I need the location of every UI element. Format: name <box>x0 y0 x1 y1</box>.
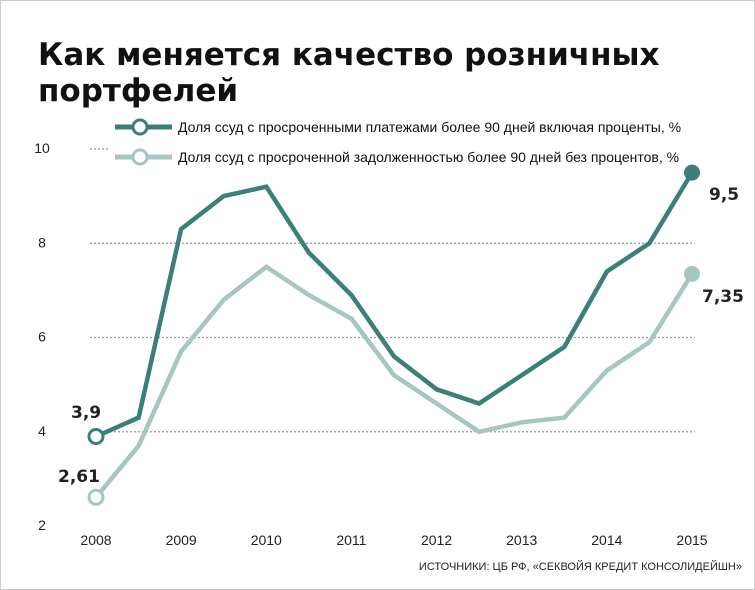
legend-label-series2: Доля ссуд с просроченной задолженностью … <box>178 149 679 165</box>
x-tick-label: 2008 <box>80 532 111 548</box>
x-tick-label: 2012 <box>421 532 452 548</box>
x-tick-label: 2015 <box>676 532 707 548</box>
series2-line <box>94 264 694 499</box>
chart-title-line1: Как меняется качество розничных <box>38 37 660 73</box>
legend-item-series2: Доля ссуд с просроченной задолженностью … <box>115 148 679 166</box>
legend-marker-series1 <box>131 118 149 136</box>
grid-lines <box>90 148 695 433</box>
y-axis-ticks: 2 4 6 8 10 <box>34 140 50 533</box>
series2-end-label: 7,35 <box>702 287 744 307</box>
source-note: ИСТОЧНИКИ: ЦБ РФ, «СЕКВОЙЯ КРЕДИТ КОНСОЛ… <box>419 560 742 573</box>
series-lines <box>94 171 694 499</box>
y-tick-label: 2 <box>38 517 46 533</box>
series2-end-point <box>684 265 700 282</box>
series1-start-point <box>87 427 105 445</box>
series2-start-label: 2,61 <box>58 467 100 487</box>
x-tick-label: 2013 <box>506 532 537 548</box>
y-tick-label: 10 <box>34 140 50 156</box>
series1-end-label: 9,5 <box>709 185 739 205</box>
series2-start-point <box>87 488 105 506</box>
x-tick-label: 2009 <box>166 532 197 548</box>
x-tick-label: 2010 <box>251 532 282 548</box>
x-tick-label: 2014 <box>591 532 622 548</box>
chart-title-line2: портфелей <box>38 73 238 109</box>
y-tick-label: 6 <box>38 329 46 345</box>
x-axis-ticks: 2008 2009 2010 2011 2012 2013 2014 2015 <box>80 532 707 548</box>
series1-start-label: 3,9 <box>71 403 101 423</box>
series1-end-point <box>684 164 700 181</box>
legend: Доля ссуд с просроченными платежами боле… <box>115 118 681 166</box>
series1-line <box>95 171 694 439</box>
y-tick-label: 4 <box>38 423 46 439</box>
y-tick-label: 8 <box>38 234 46 250</box>
x-tick-label: 2011 <box>336 532 366 548</box>
series-markers <box>87 164 700 506</box>
legend-item-series1: Доля ссуд с просроченными платежами боле… <box>115 118 681 136</box>
legend-marker-series2 <box>131 148 149 166</box>
legend-label-series1: Доля ссуд с просроченными платежами боле… <box>178 119 681 135</box>
